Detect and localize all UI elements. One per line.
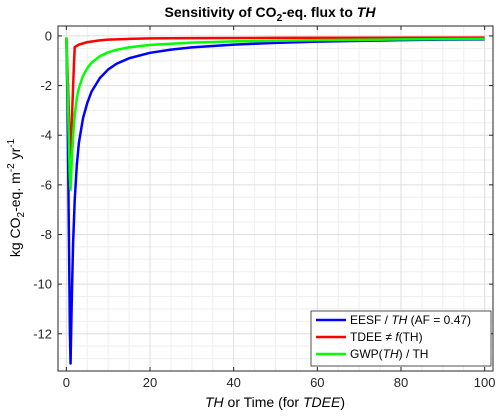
x-axis-label: TH or Time (for TDEE) bbox=[205, 394, 345, 410]
x-tick-label: 40 bbox=[226, 375, 240, 390]
y-axis-label: kg CO2-eq. m-2 yr-1 bbox=[6, 138, 27, 257]
legend-label-eesf: EESF / TH (AF = 0.47) bbox=[350, 313, 471, 327]
y-tick-label: -8 bbox=[40, 227, 52, 242]
y-tick-label: 0 bbox=[45, 28, 52, 43]
y-tick-label: -2 bbox=[40, 78, 52, 93]
legend-label-gwp: GWP(TH) / TH bbox=[350, 347, 428, 361]
plot-frame bbox=[57, 25, 494, 372]
chart-title: Sensitivity of CO2-eq. flux to TH bbox=[165, 4, 377, 24]
x-tick-label: 20 bbox=[143, 375, 157, 390]
y-tick-label: -6 bbox=[40, 177, 52, 192]
ticks: 0 20 40 60 80 100 0 -2 -4 -6 -8 -10 -12 bbox=[33, 26, 495, 390]
x-tick-label: 0 bbox=[63, 375, 70, 390]
legend: EESF / TH (AF = 0.47) TDEE ≠ f(TH) GWP(T… bbox=[310, 310, 492, 367]
y-tick-label: -12 bbox=[33, 326, 52, 341]
y-tick-label: -4 bbox=[40, 128, 52, 143]
y-tick-label: -10 bbox=[33, 277, 52, 292]
series-line-0 bbox=[65, 38, 485, 365]
series-layer bbox=[65, 36, 485, 365]
x-tick-label: 100 bbox=[474, 375, 496, 390]
series-line-2 bbox=[65, 37, 485, 192]
x-tick-label: 60 bbox=[310, 375, 324, 390]
x-tick-label: 80 bbox=[394, 375, 408, 390]
legend-label-tdee: TDEE ≠ f(TH) bbox=[350, 330, 423, 344]
